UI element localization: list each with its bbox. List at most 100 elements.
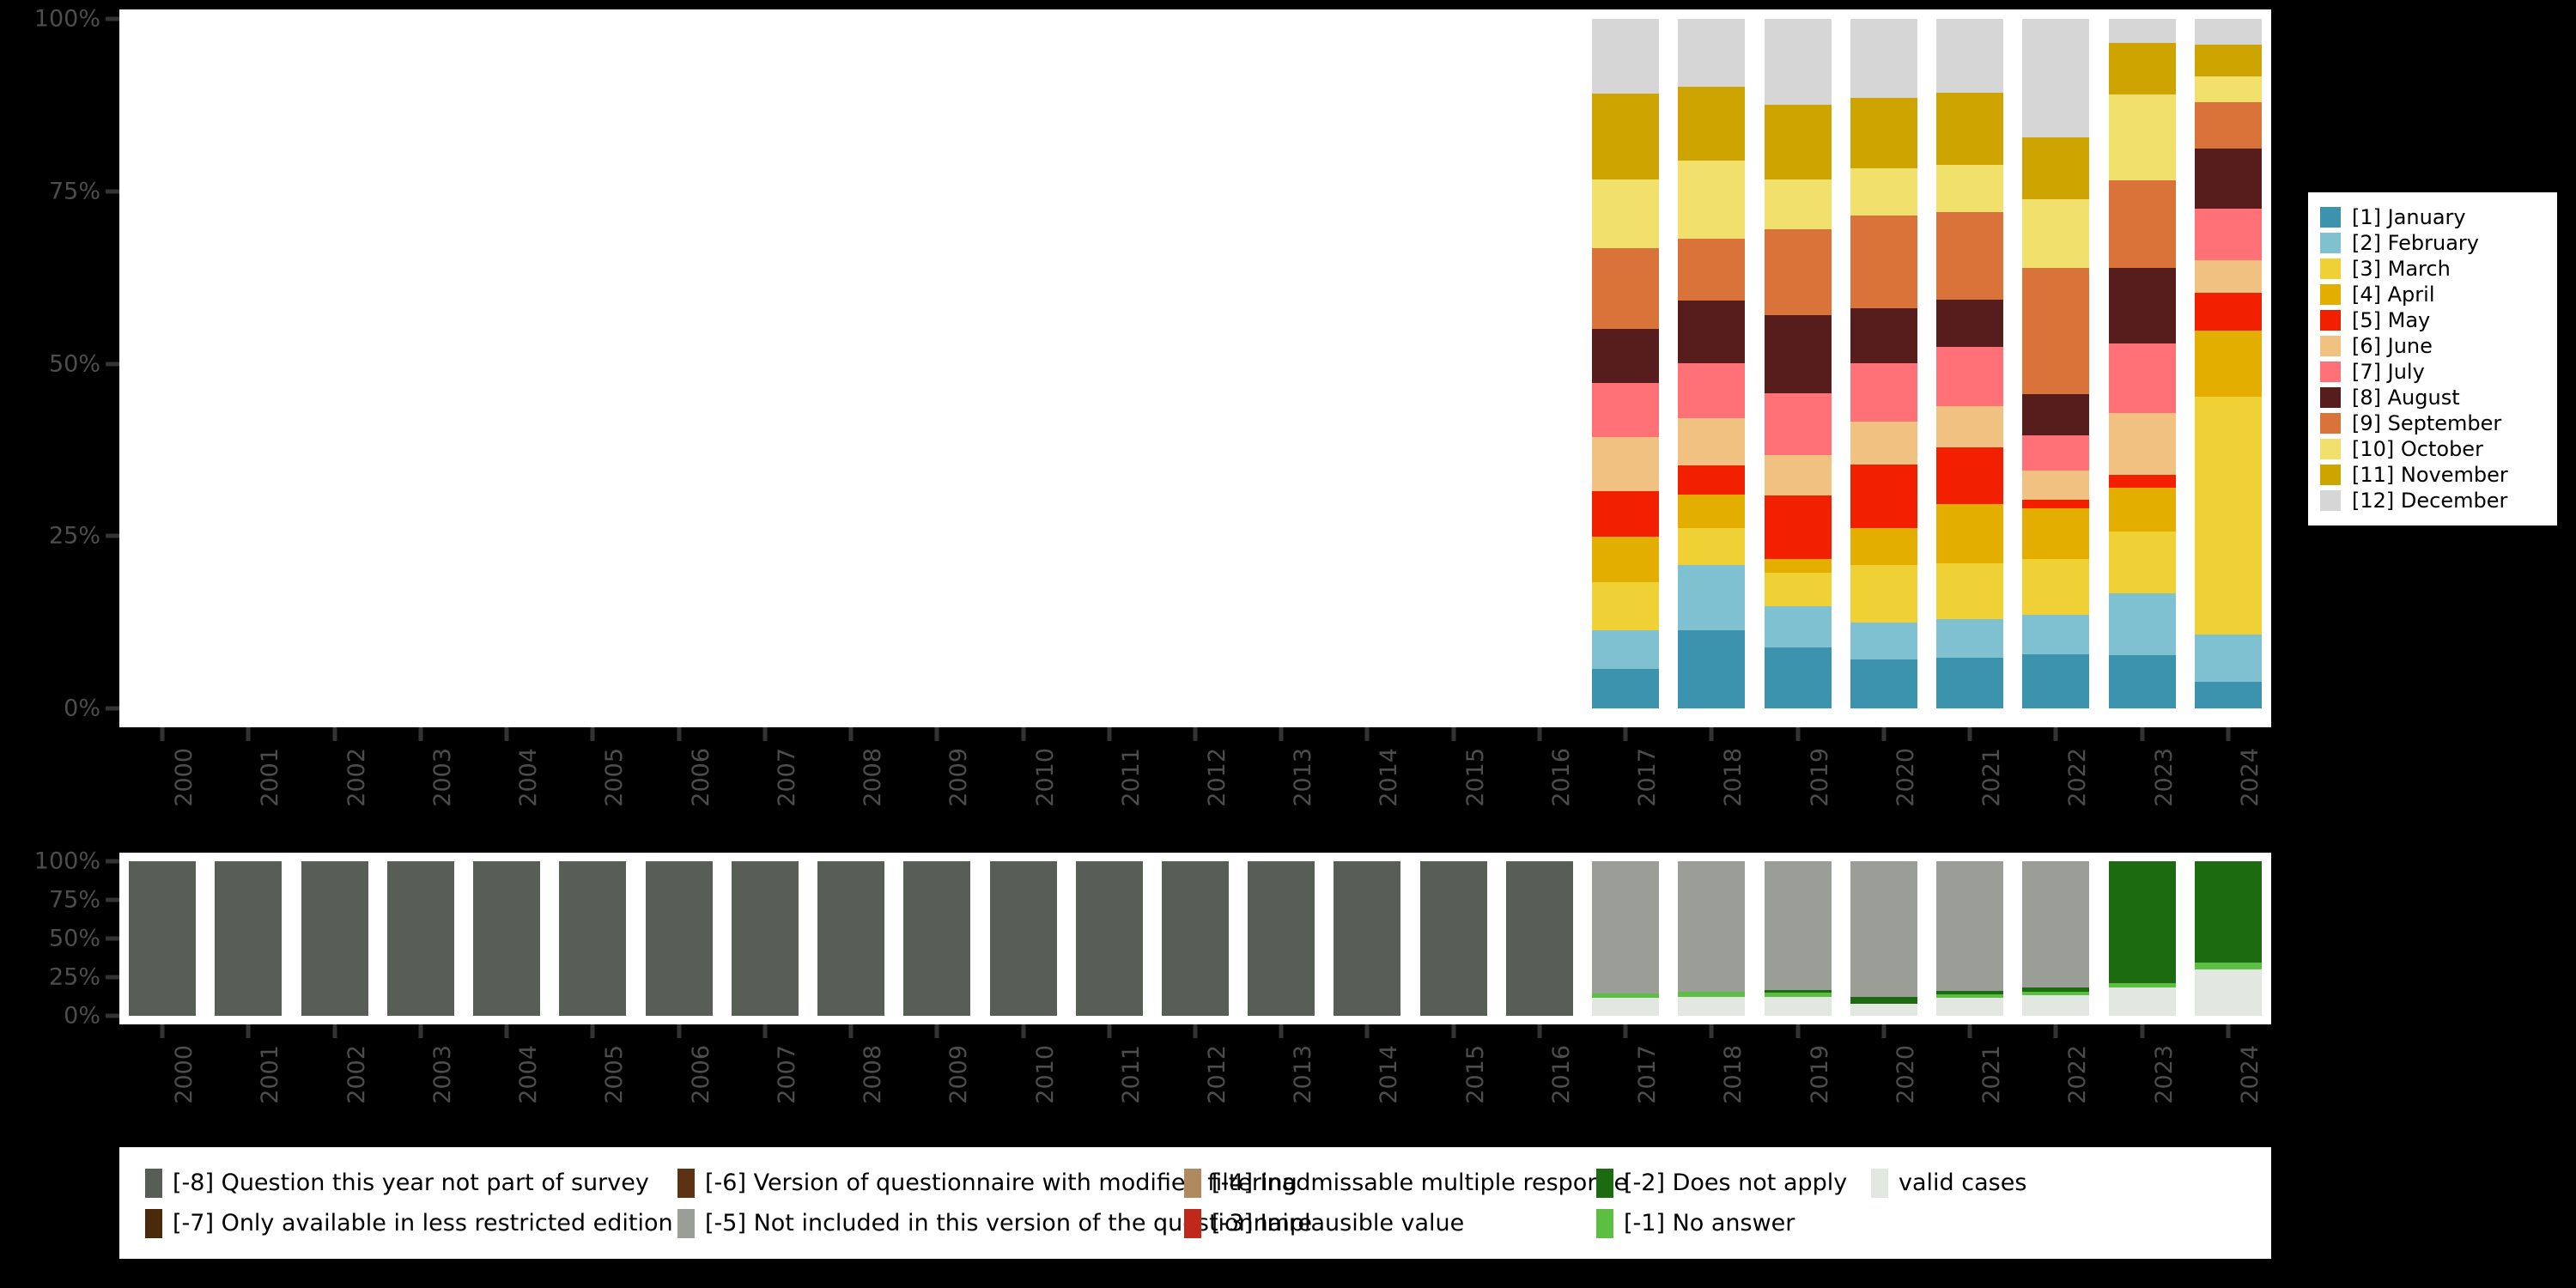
month-stack-segment — [1678, 300, 1745, 363]
missing-code-legend-label: [-1] No answer — [1624, 1210, 1795, 1236]
main-x-tick-mark — [160, 727, 165, 741]
availability-x-tick-mark — [1021, 1024, 1026, 1038]
missing-code-legend-label: [-2] Does not apply — [1624, 1170, 1848, 1196]
month-stack-segment — [2109, 179, 2176, 269]
availability-stacked-bar — [1076, 861, 1143, 1016]
month-stack-segment — [1936, 92, 2003, 165]
month-stack-segment — [1592, 179, 1659, 249]
availability-stacked-bar — [1850, 861, 1917, 1016]
availability-stack-segment — [1248, 861, 1315, 1016]
month-legend-item: [2] February — [2320, 230, 2549, 256]
month-stack-segment — [1592, 436, 1659, 492]
month-legend-label: [2] February — [2352, 231, 2479, 255]
month-stack-segment — [1850, 167, 1917, 216]
missing-code-legend-swatch — [1596, 1168, 1613, 1198]
availability-stacked-bar — [2022, 861, 2089, 1016]
main-y-tick-label: 50% — [48, 350, 100, 377]
month-stack-segment — [2109, 19, 2176, 43]
availability-stacked-bar — [301, 861, 368, 1016]
missing-code-legend-item: [-7] Only available in less restricted e… — [145, 1208, 677, 1238]
month-stacked-bar — [1850, 19, 1917, 708]
main-x-tick-mark — [1107, 727, 1112, 741]
month-stack-segment — [2109, 413, 2176, 475]
month-stack-segment — [2195, 101, 2262, 149]
missing-code-legend-item: [-6] Version of questionnaire with modif… — [677, 1168, 1297, 1198]
availability-stacked-bar — [1334, 861, 1400, 1016]
main-x-tick-label: 2008 — [860, 748, 886, 807]
month-stack-segment — [1678, 19, 1745, 88]
availability-x-tick-label: 2023 — [2151, 1045, 2178, 1104]
availability-x-tick-label: 2007 — [774, 1045, 800, 1104]
availability-x-tick-mark — [1795, 1024, 1801, 1038]
month-legend-item: [1] January — [2320, 204, 2549, 230]
missing-code-legend: [-8] Question this year not part of surv… — [119, 1147, 2271, 1259]
main-x-tick-mark — [1279, 727, 1284, 741]
availability-y-tick-label: 25% — [48, 963, 100, 991]
availability-x-tick-label: 2008 — [860, 1045, 886, 1104]
month-stack-segment — [2195, 634, 2262, 682]
month-legend-swatch — [2320, 439, 2341, 459]
missing-code-legend-item: [-5] Not included in this version of the… — [677, 1208, 1312, 1238]
availability-x-tick-label: 2014 — [1376, 1045, 1402, 1104]
availability-y-tick-mark — [106, 975, 119, 980]
missing-code-legend-swatch — [677, 1208, 695, 1238]
month-stack-segment — [1936, 447, 2003, 505]
main-x-tick-label: 2016 — [1548, 748, 1575, 807]
month-stack-segment — [1592, 94, 1659, 179]
availability-stack-segment — [1076, 861, 1143, 1016]
month-stack-segment — [2109, 94, 2176, 180]
availability-y-tick-label: 75% — [48, 886, 100, 914]
availability-stack-segment — [2195, 969, 2262, 1016]
month-legend-swatch — [2320, 258, 2341, 279]
missing-code-legend-swatch — [145, 1208, 162, 1238]
month-stack-segment — [1592, 668, 1659, 708]
availability-stacked-bar — [1765, 861, 1832, 1016]
availability-stack-segment — [559, 861, 626, 1016]
availability-x-tick-mark — [590, 1024, 595, 1038]
availability-stack-segment — [1678, 861, 1745, 992]
missing-code-legend-label: [-5] Not included in this version of the… — [705, 1210, 1312, 1236]
availability-x-tick-label: 2017 — [1634, 1045, 1661, 1104]
availability-stack-segment — [1936, 991, 2003, 994]
availability-x-tick-mark — [1967, 1024, 1972, 1038]
month-stack-segment — [1678, 239, 1745, 301]
availability-x-tick-mark — [504, 1024, 509, 1038]
missing-code-legend-swatch — [1596, 1208, 1613, 1238]
month-stack-segment — [2109, 593, 2176, 655]
main-y-tick-mark — [106, 16, 119, 21]
month-stack-segment — [1678, 630, 1745, 708]
main-x-tick-mark — [504, 727, 509, 741]
availability-x-tick-label: 2010 — [1032, 1045, 1059, 1104]
month-stacked-bar — [1592, 19, 1659, 708]
availability-x-tick-mark — [160, 1024, 165, 1038]
availability-stack-segment — [1592, 993, 1659, 999]
month-stack-segment — [2109, 42, 2176, 94]
availability-x-tick-mark — [1364, 1024, 1370, 1038]
month-legend: [1] January [2] February [3] March [4] Apri… — [2308, 192, 2557, 526]
availability-x-tick-mark — [1107, 1024, 1112, 1038]
main-x-tick-mark — [2053, 727, 2058, 741]
month-legend-label: [9] September — [2352, 411, 2502, 435]
month-legend-item: [6] June — [2320, 333, 2549, 359]
availability-x-tick-mark — [1709, 1024, 1714, 1038]
month-stack-segment — [2195, 259, 2262, 293]
month-stack-segment — [2195, 149, 2262, 210]
availability-x-tick-label: 2009 — [945, 1045, 972, 1104]
month-stack-segment — [1678, 362, 1745, 418]
main-x-tick-mark — [418, 727, 423, 741]
availability-x-tick-label: 2020 — [1893, 1045, 1919, 1104]
month-stack-segment — [2195, 330, 2262, 398]
availability-x-tick-mark — [677, 1024, 682, 1038]
main-x-tick-label: 2015 — [1462, 748, 1489, 807]
main-chart-x-axis: 2000 2001 2002 2003 2004 2005 2006 2007 2008 2009… — [119, 727, 2271, 856]
availability-stack-segment — [2022, 992, 2089, 995]
availability-x-tick-label: 2004 — [515, 1045, 542, 1104]
availability-stack-segment — [1765, 993, 1832, 998]
main-x-tick-mark — [246, 727, 251, 741]
availability-stack-segment — [2022, 994, 2089, 1016]
month-legend-swatch — [2320, 490, 2341, 511]
availability-x-tick-mark — [2226, 1024, 2231, 1038]
month-stack-segment — [1678, 528, 1745, 565]
availability-stack-segment — [2109, 861, 2176, 984]
availability-x-tick-mark — [934, 1024, 939, 1038]
